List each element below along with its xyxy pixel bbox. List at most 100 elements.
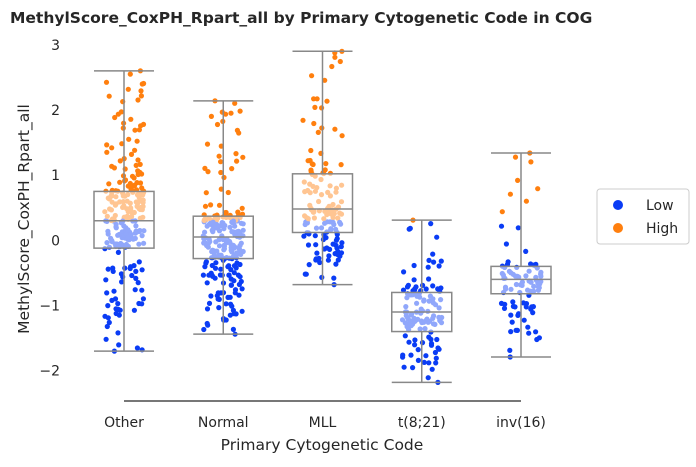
strip-point xyxy=(415,347,421,353)
boxplot xyxy=(291,50,354,286)
strip-point xyxy=(412,337,418,343)
strip-point xyxy=(512,304,518,310)
strip-point xyxy=(116,342,122,348)
strip-point xyxy=(400,287,407,293)
strip-point xyxy=(332,126,338,132)
x-tick-label: MLL xyxy=(309,415,337,431)
strip-point xyxy=(508,329,514,335)
strip-point xyxy=(208,293,214,299)
strip-point xyxy=(203,190,209,196)
strip-point xyxy=(214,121,221,128)
strip-point xyxy=(425,264,431,270)
strip-point xyxy=(131,307,137,313)
strip-point xyxy=(227,312,233,318)
strip-point xyxy=(319,105,325,111)
legend: Low High xyxy=(596,188,690,245)
strip-point xyxy=(415,357,421,363)
boxplot xyxy=(192,100,254,335)
strip-point xyxy=(533,329,539,335)
strip-point xyxy=(213,260,219,266)
strip-point xyxy=(106,181,112,187)
strip-point xyxy=(510,299,516,305)
strip-point xyxy=(316,255,322,261)
strip-point xyxy=(137,161,143,167)
strip-point xyxy=(523,198,530,204)
strip-point xyxy=(515,225,521,231)
y-tick-label: −1 xyxy=(39,298,60,314)
strip-point xyxy=(401,269,407,275)
strip-point xyxy=(406,339,412,345)
strip-point xyxy=(405,282,411,288)
strip-point xyxy=(425,375,431,381)
strip-point xyxy=(312,104,318,110)
strip-point xyxy=(216,153,222,159)
strip-point xyxy=(426,276,432,282)
strip-point xyxy=(103,336,109,342)
strip-point xyxy=(202,165,208,171)
strip-point xyxy=(334,236,340,242)
strip-point xyxy=(115,306,121,312)
strip-point xyxy=(228,110,234,116)
strip-point xyxy=(413,284,419,290)
strip-point xyxy=(501,305,508,311)
strip-point xyxy=(136,259,142,265)
strip-point xyxy=(237,274,243,280)
strip-point xyxy=(428,342,435,348)
strip-point xyxy=(423,286,429,292)
strip-point xyxy=(322,77,328,83)
strip-point xyxy=(237,261,243,268)
strip-point xyxy=(218,290,224,296)
strip-point xyxy=(331,275,337,281)
strip-point xyxy=(129,272,135,279)
y-tick-label: 1 xyxy=(51,168,60,184)
strip-point xyxy=(428,336,434,342)
strip-point xyxy=(499,209,505,215)
strip-point xyxy=(411,262,417,269)
strip-point xyxy=(119,279,125,285)
strip-point xyxy=(408,352,414,358)
strip-point xyxy=(231,263,238,269)
strip-point xyxy=(104,290,110,296)
strip-point xyxy=(236,292,242,298)
iqr-box xyxy=(291,173,354,234)
strip-point xyxy=(133,275,139,281)
strip-point xyxy=(228,276,234,282)
strip-point xyxy=(218,159,224,165)
strip-point xyxy=(132,287,138,293)
y-tick-label: 0 xyxy=(51,233,60,249)
strip-point xyxy=(131,175,137,181)
strip-point xyxy=(515,312,521,318)
strip-point xyxy=(139,267,145,273)
y-tick-label: 3 xyxy=(51,38,60,54)
strip-point xyxy=(105,266,111,272)
strip-point xyxy=(127,265,133,272)
strip-point xyxy=(430,283,436,289)
strip-point xyxy=(201,326,207,333)
strip-point xyxy=(521,317,527,323)
strip-point xyxy=(104,149,110,155)
strip-point xyxy=(106,93,112,99)
strip-point xyxy=(106,319,112,326)
y-axis: −2 −1 0 1 2 3 xyxy=(39,38,60,380)
x-tick-label: t(8;21) xyxy=(398,415,446,431)
strip-point xyxy=(305,242,312,248)
strip-point xyxy=(406,226,412,232)
x-tick-label: Normal xyxy=(198,415,249,431)
strip-point xyxy=(428,221,434,227)
strip-point xyxy=(535,186,541,192)
strip-point xyxy=(115,111,121,117)
strip-point xyxy=(520,300,527,306)
strip-point xyxy=(231,270,237,276)
strip-point xyxy=(333,261,339,267)
strip-point xyxy=(324,98,330,104)
strip-point xyxy=(314,96,320,102)
strip-point xyxy=(429,366,435,372)
strip-point xyxy=(433,360,439,366)
strip-point xyxy=(132,147,138,153)
strip-point xyxy=(431,259,437,265)
strip-point xyxy=(308,167,314,173)
strip-point xyxy=(536,335,543,341)
strip-point xyxy=(131,183,137,189)
